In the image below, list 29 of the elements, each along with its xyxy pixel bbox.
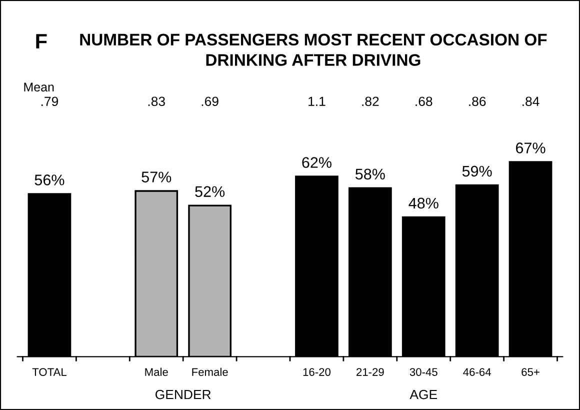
data-label: 52% [195, 186, 225, 197]
text: .79 [42, 96, 58, 106]
data-label: 67% [516, 142, 546, 154]
text: GENDER [156, 390, 211, 400]
x-tick-label: Female [192, 368, 228, 376]
text: .82 [362, 96, 379, 106]
text: Mean [24, 82, 54, 92]
data-label: 48% [408, 198, 438, 209]
text: .68 [416, 96, 432, 106]
data-label: 57% [142, 172, 172, 182]
x-tick-label: 16-20 [303, 368, 330, 376]
x-tick-label: TOTAL [32, 368, 66, 376]
data-label: 58% [356, 168, 385, 180]
data-label: 56% [34, 174, 64, 186]
x-tick-label: 46-64 [463, 368, 491, 376]
data-label: 59% [462, 166, 492, 177]
x-tick-label: Male [145, 368, 168, 376]
x-tick-label: 21-29 [356, 368, 384, 376]
text: AGE [410, 390, 437, 400]
x-tick-label: 30-45 [410, 368, 438, 376]
text: .83 [148, 96, 165, 106]
data-label: 62% [302, 157, 332, 168]
text: F [36, 34, 47, 48]
text: .86 [469, 96, 486, 106]
chart-title: NUMBER OF PASSENGERS MOST RECENT OCCASION OF DRINKING AFTER DRIVING [80, 34, 547, 66]
text: .69 [202, 96, 218, 106]
x-tick-label: 65+ [522, 368, 540, 376]
text: .84 [522, 96, 540, 106]
text: 1.1 [308, 96, 326, 106]
